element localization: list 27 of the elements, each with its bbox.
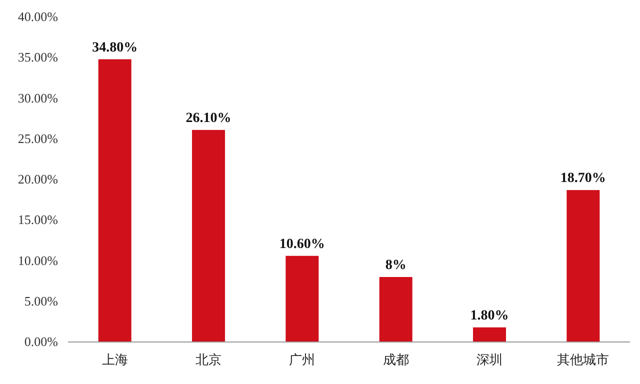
data-label: 8% <box>385 258 406 273</box>
y-tick-label: 35.00% <box>18 50 58 65</box>
x-tick-label: 深圳 <box>476 352 502 367</box>
bar <box>379 277 412 342</box>
y-tick-label: 15.00% <box>18 212 58 228</box>
y-tick-label: 10.00% <box>18 252 58 268</box>
y-tick-label: 30.00% <box>18 90 58 106</box>
bar <box>192 130 225 342</box>
data-label: 1.80% <box>470 308 509 324</box>
x-tick-label: 北京 <box>196 352 222 367</box>
data-label: 34.80% <box>92 40 138 56</box>
data-label: 18.70% <box>560 171 606 186</box>
data-label: 10.60% <box>279 236 325 252</box>
x-tick-label: 上海 <box>102 352 128 367</box>
bar <box>473 327 506 342</box>
y-tick-label: 5.00% <box>24 293 58 308</box>
bar <box>286 256 319 342</box>
y-tick-label: 40.00% <box>18 9 58 24</box>
x-tick-label: 其他城市 <box>557 352 610 367</box>
y-tick-label: 25.00% <box>18 130 58 146</box>
x-tick-label: 成都 <box>382 352 409 367</box>
data-label: 26.10% <box>186 110 232 126</box>
bar <box>566 190 600 342</box>
y-tick-label: 20.00% <box>18 172 58 186</box>
x-tick-label: 广州 <box>289 352 316 367</box>
y-tick-label: 0.00% <box>24 334 58 349</box>
bar <box>98 59 132 342</box>
